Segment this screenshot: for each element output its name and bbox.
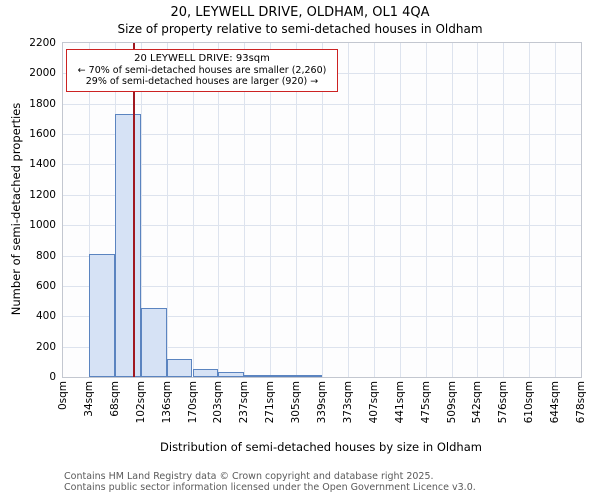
- histogram-bar: [140, 307, 167, 377]
- annotation-property-size: 20 LEYWELL DRIVE: 93sqm: [134, 53, 270, 64]
- gridline-vertical: [451, 43, 453, 377]
- gridline-vertical: [347, 43, 349, 377]
- x-tick-label-text: 0sqm: [57, 381, 69, 411]
- gridline-vertical: [477, 43, 479, 377]
- gridline-vertical: [529, 43, 531, 377]
- y-tick-label: 2000: [29, 67, 56, 80]
- histogram-bar: [270, 375, 297, 377]
- plot-area: 0 200 400 600 800 1000 1200 1400 1600 1800 2000 220…: [29, 37, 587, 423]
- gridline-vertical: [192, 43, 194, 377]
- y-tick-label: 1600: [29, 128, 56, 141]
- x-tick-label-text: 644sqm: [549, 381, 562, 424]
- annotation-larger-stat: 29% of semi-detached houses are larger (…: [85, 76, 319, 87]
- footer-attribution-hmlr: Contains HM Land Registry data © Crown c…: [64, 471, 434, 482]
- y-tick-label: 600: [35, 279, 56, 292]
- gridline-vertical: [140, 43, 142, 377]
- x-tick-label-text: 475sqm: [419, 381, 432, 424]
- x-tick-label-text: 237sqm: [238, 381, 251, 424]
- x-tick-label-text: 576sqm: [497, 381, 510, 424]
- gridline-vertical: [244, 43, 246, 377]
- y-tick-label: 1400: [29, 158, 56, 171]
- x-tick-label-text: 34sqm: [82, 381, 95, 417]
- annotation-smaller-stat: ← 70% of semi-detached houses are smalle…: [77, 65, 327, 76]
- gridline-vertical: [425, 43, 427, 377]
- histogram-bar: [218, 372, 245, 377]
- y-tick-label: 1800: [29, 97, 56, 110]
- gridline-vertical: [322, 43, 323, 377]
- y-tick-label: 800: [35, 249, 56, 262]
- annotation-box: 20 LEYWELL DRIVE: 93sqm ← 70% of semi-de…: [66, 49, 338, 92]
- histogram-bar: [296, 375, 322, 377]
- x-tick-label-text: 610sqm: [523, 381, 536, 424]
- x-tick-label-text: 170sqm: [186, 381, 199, 424]
- y-tick-label: 0: [49, 371, 56, 383]
- gridline-vertical: [166, 43, 168, 377]
- gridline-vertical: [88, 43, 90, 377]
- gridline-vertical: [373, 43, 375, 377]
- gridline-vertical: [555, 43, 557, 377]
- x-tick-label-text: 271sqm: [264, 381, 277, 424]
- y-tick-label: 400: [35, 310, 56, 323]
- histogram-bar: [244, 375, 271, 377]
- x-tick-label-text: 509sqm: [445, 381, 458, 424]
- y-tick-label: 2200: [29, 37, 56, 49]
- x-tick-label-text: 68sqm: [108, 381, 121, 417]
- histogram-bar: [192, 368, 219, 377]
- x-tick-label-text: 203sqm: [212, 381, 225, 424]
- x-axis-label: Distribution of semi-detached houses by …: [160, 440, 482, 454]
- gridline-vertical: [270, 43, 272, 377]
- x-tick-label-text: 305sqm: [290, 381, 303, 424]
- y-tick-label: 1200: [29, 188, 56, 201]
- x-tick-label-text: 373sqm: [341, 381, 354, 424]
- chart-title: 20, LEYWELL DRIVE, OLDHAM, OL1 4QA: [170, 5, 430, 20]
- footer-attribution-ogl: Contains public sector information licen…: [64, 482, 476, 493]
- x-tick-label-text: 441sqm: [393, 381, 406, 424]
- y-tick-label: 200: [35, 340, 56, 353]
- histogram-bar: [114, 114, 141, 377]
- gridline-vertical: [399, 43, 401, 377]
- gridline-vertical: [503, 43, 505, 377]
- histogram-bar: [166, 358, 193, 377]
- property-size-marker-line: [133, 43, 136, 377]
- x-tick-label-text: 136sqm: [160, 381, 173, 424]
- x-tick-label-text: 339sqm: [316, 381, 328, 424]
- x-tick-label-text: 542sqm: [471, 381, 484, 424]
- gridline-vertical: [218, 43, 220, 377]
- histogram-bar: [88, 254, 115, 377]
- x-tick-label-text: 678sqm: [575, 381, 587, 424]
- x-tick-label-text: 407sqm: [367, 381, 380, 424]
- y-tick-label: 1000: [29, 219, 56, 232]
- gridline-vertical: [296, 43, 298, 377]
- x-tick-label-text: 102sqm: [134, 381, 147, 424]
- y-axis-label: Number of semi-detached properties: [9, 102, 23, 316]
- chart-subtitle: Size of property relative to semi-detach…: [117, 22, 483, 36]
